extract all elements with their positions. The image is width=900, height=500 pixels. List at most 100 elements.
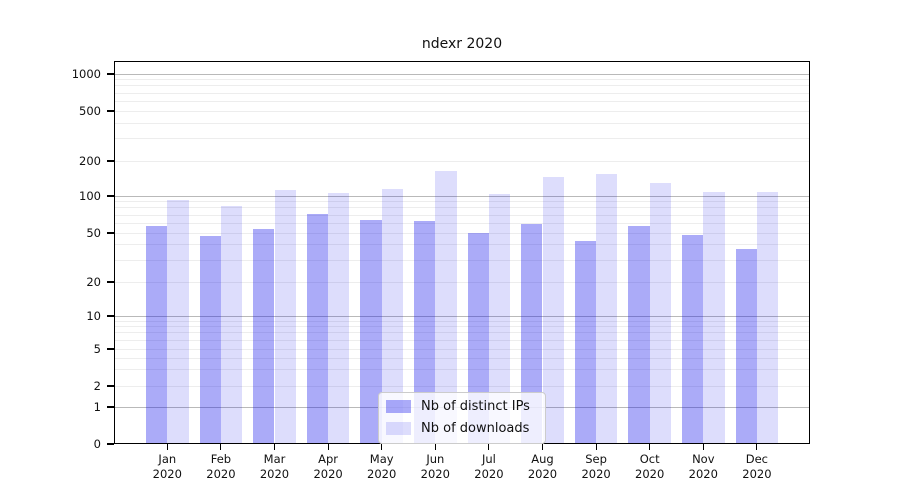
y-tick-label: 50	[86, 226, 101, 240]
bar-distinct-ips	[681, 235, 704, 444]
x-tick-label: Sep 2020	[581, 452, 611, 481]
y-tick-mark	[107, 160, 114, 162]
gridline-minor	[114, 244, 810, 246]
legend-swatch-downloads	[386, 422, 411, 435]
bar-distinct-ips	[253, 228, 275, 444]
gridline-minor	[114, 320, 810, 322]
x-tick-mark	[649, 444, 651, 450]
gridline-major	[114, 73, 810, 75]
gridline-minor	[114, 138, 810, 140]
bar-downloads	[756, 192, 779, 444]
gridline-major	[114, 315, 810, 317]
bar-distinct-ips	[306, 213, 329, 444]
y-tick-mark	[107, 315, 114, 317]
y-tick-mark	[107, 443, 114, 445]
bar-downloads	[220, 205, 243, 444]
y-tick-mark	[107, 110, 114, 112]
x-tick-year: 2020	[420, 467, 450, 481]
legend-entry-distinct-ips: Nb of distinct IPs	[386, 399, 537, 414]
x-tick-mark	[434, 444, 436, 450]
gridline-major	[114, 195, 810, 197]
x-tick-mark	[166, 444, 168, 450]
gridline-minor	[114, 332, 810, 334]
x-tick-label: Jul 2020	[474, 452, 504, 481]
y-tick-mark	[107, 281, 114, 283]
gridline-minor	[114, 357, 810, 359]
bar-distinct-ips	[413, 220, 436, 444]
y-tick-label: 1	[93, 400, 101, 414]
bar-distinct-ips	[574, 241, 597, 444]
x-tick-mark	[327, 444, 329, 450]
plot-area-border	[114, 61, 810, 444]
x-tick-mark	[541, 444, 544, 450]
gridline-minor	[114, 348, 810, 350]
x-tick-label: Apr 2020	[313, 452, 343, 481]
x-tick-year: 2020	[742, 467, 772, 481]
x-tick-year: 2020	[527, 467, 558, 481]
x-tick-label: Dec 2020	[742, 452, 772, 481]
x-tick-year: 2020	[581, 467, 611, 481]
x-tick-year: 2020	[206, 467, 236, 481]
y-tick-mark	[107, 195, 114, 197]
gridline-minor	[114, 201, 810, 203]
y-tick-label: 10	[86, 309, 101, 323]
bar-downloads	[649, 182, 672, 444]
gridline-minor	[114, 222, 810, 224]
y-tick-label: 20	[86, 275, 101, 289]
bar-distinct-ips	[360, 219, 382, 444]
bar-distinct-ips	[467, 233, 489, 444]
legend-entry-downloads: Nb of downloads	[386, 421, 537, 436]
x-tick-label: May 2020	[367, 452, 397, 481]
y-tick-mark	[107, 406, 114, 408]
y-tick-label: 500	[79, 104, 101, 118]
gridline-minor	[114, 85, 810, 87]
legend-label-distinct-ips: Nb of distinct IPs	[421, 399, 530, 414]
y-tick-label: 200	[79, 154, 101, 168]
gridline-minor	[114, 281, 810, 283]
x-tick-year: 2020	[152, 467, 182, 481]
x-tick-mark	[273, 444, 276, 450]
x-tick-label: Jan 2020	[152, 452, 182, 481]
bar-downloads	[488, 193, 511, 444]
bar-downloads	[596, 173, 618, 444]
bar-downloads	[274, 189, 296, 444]
bar-downloads	[167, 200, 189, 444]
y-tick-mark	[107, 385, 114, 387]
y-tick-mark	[107, 232, 114, 234]
x-tick-mark	[595, 444, 597, 450]
y-tick-mark	[107, 73, 114, 75]
y-tick-label: 0	[93, 437, 101, 451]
bar-distinct-ips	[735, 249, 757, 444]
bar-downloads	[435, 170, 457, 444]
y-tick-label: 5	[93, 342, 101, 356]
x-tick-label: Mar 2020	[259, 452, 290, 481]
x-tick-label: Aug 2020	[527, 452, 558, 481]
gridline-minor	[114, 369, 810, 371]
bar-distinct-ips	[521, 224, 543, 444]
x-tick-mark	[220, 444, 222, 450]
bar-distinct-ips	[145, 226, 168, 444]
bar-downloads	[542, 177, 564, 444]
x-tick-year: 2020	[635, 467, 665, 481]
x-tick-label: Oct 2020	[635, 452, 665, 481]
y-tick-label: 100	[79, 189, 101, 203]
chart-title: ndexr 2020	[421, 36, 503, 52]
gridline-minor	[114, 326, 810, 328]
gridline-minor	[114, 232, 810, 234]
y-tick-label: 2	[93, 379, 101, 393]
x-tick-mark	[381, 444, 383, 450]
x-tick-year: 2020	[259, 467, 290, 481]
y-tick-mark	[107, 348, 114, 350]
legend-label-downloads: Nb of downloads	[421, 421, 530, 436]
gridline-minor	[114, 339, 810, 341]
legend: Nb of distinct IPs Nb of downloads	[378, 392, 546, 444]
bar-downloads	[381, 188, 404, 444]
y-tick-label: 1000	[71, 67, 101, 81]
x-tick-mark	[756, 444, 758, 450]
gridline-minor	[114, 160, 810, 162]
legend-swatch-distinct-ips	[386, 400, 411, 413]
bar-distinct-ips	[628, 226, 650, 444]
x-tick-year: 2020	[688, 467, 718, 481]
x-tick-year: 2020	[313, 467, 343, 481]
